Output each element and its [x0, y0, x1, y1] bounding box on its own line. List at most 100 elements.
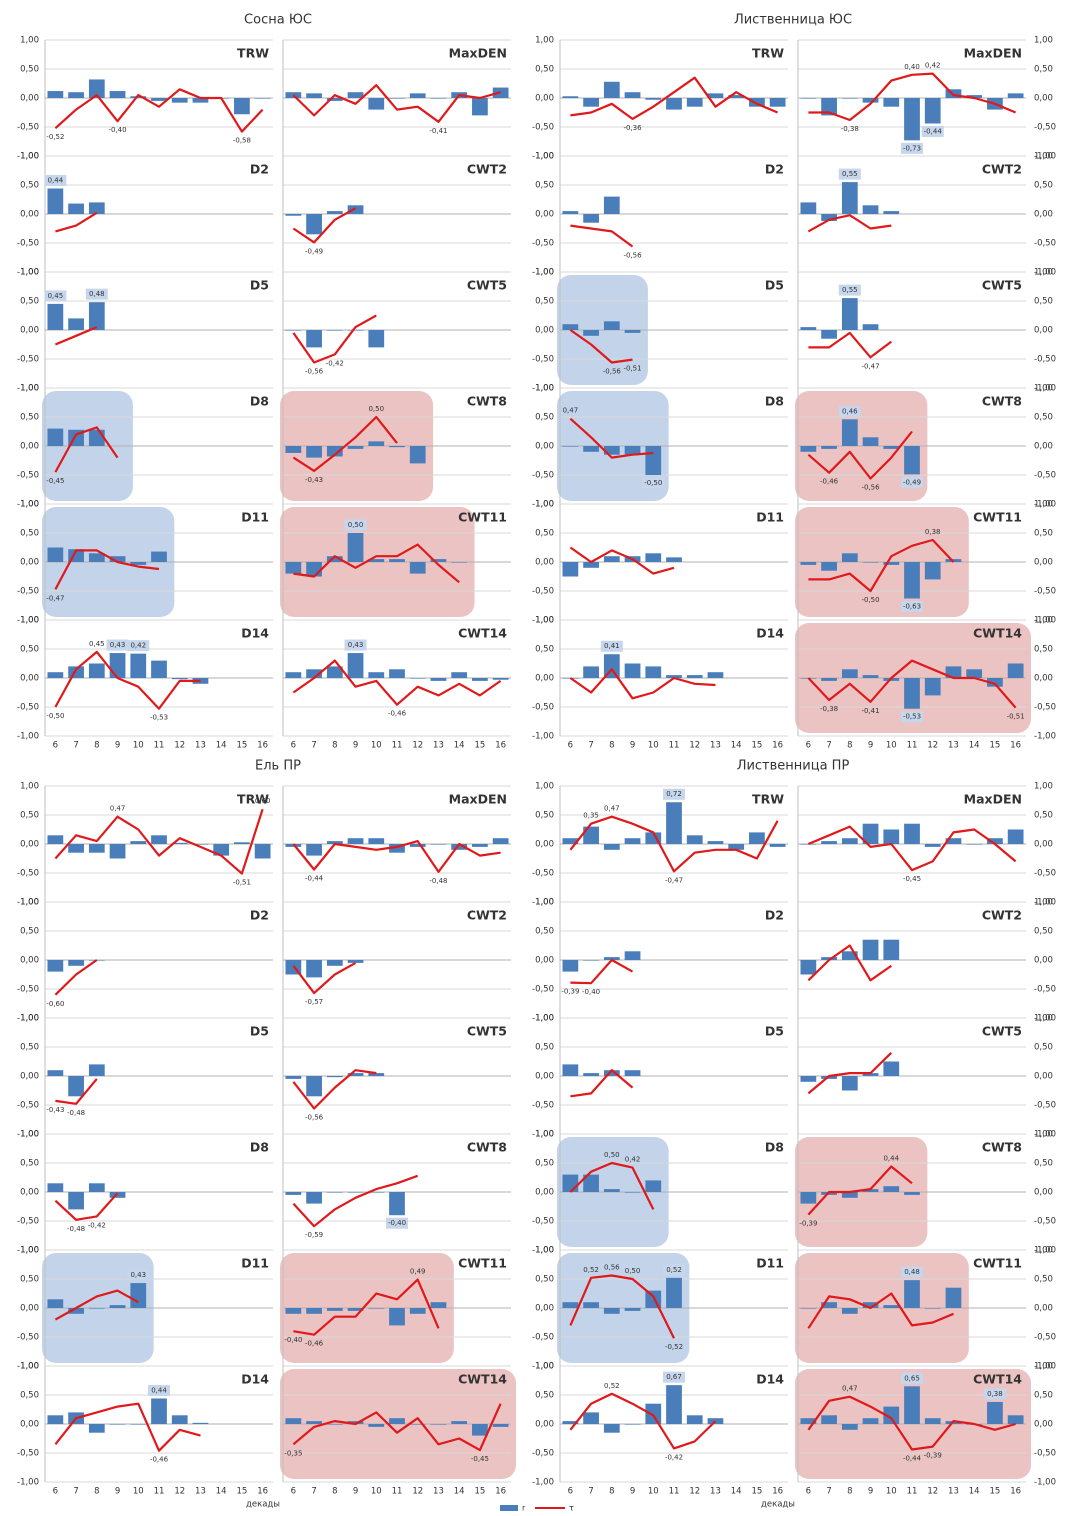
bar [769, 98, 786, 107]
bar [686, 1415, 703, 1424]
bar [666, 675, 682, 678]
bar [389, 1308, 405, 1326]
panel-label: CWT8 [467, 394, 507, 409]
y-tick-label: 1,00 [1034, 1362, 1053, 1372]
bar [306, 214, 322, 235]
bar [862, 675, 879, 678]
y-tick-label: 0,50 [535, 1275, 554, 1285]
x-tick-label: 10 [648, 1487, 659, 1497]
value-label: -0,44 [903, 1455, 922, 1463]
bar [821, 1302, 837, 1308]
bar [583, 1073, 599, 1076]
y-tick-label: 1,00 [535, 36, 554, 46]
bar [821, 1076, 837, 1079]
bar [862, 98, 879, 103]
y-tick-label: 0,00 [1034, 326, 1053, 336]
y-tick-label: 0,50 [20, 413, 39, 423]
bar [151, 660, 167, 678]
panel: CWT8 -0,39 0,44 [795, 1133, 1026, 1251]
value-label: -0,50 [644, 479, 662, 487]
line [807, 825, 1017, 872]
value-label: 0,38 [987, 1390, 1003, 1398]
panel-label: CWT11 [458, 1256, 507, 1271]
panel-label: D8 [765, 1140, 784, 1155]
group-title: Ель ПР [255, 759, 301, 774]
bar [409, 678, 426, 679]
bar [1007, 663, 1024, 678]
bar [821, 1415, 837, 1424]
bar [624, 663, 641, 678]
bar [583, 330, 599, 336]
value-label: 0,50 [348, 521, 364, 529]
y-tick-label: -1,00 [1034, 152, 1056, 162]
x-tick-label: 13 [195, 1487, 206, 1497]
x-tick-label: 15 [236, 1487, 247, 1497]
panel-label: CWT14 [458, 626, 507, 641]
label-box [983, 1388, 1006, 1400]
y-tick-label: 0,50 [535, 297, 554, 307]
bar [945, 1287, 962, 1308]
value-label: -0,38 [841, 125, 859, 133]
bar [749, 98, 765, 107]
x-tick-label: 8 [332, 741, 337, 751]
bar [583, 562, 599, 568]
line [808, 331, 892, 359]
bar [800, 1076, 817, 1082]
value-label: -0,39 [799, 1220, 817, 1228]
value-label: 0,41 [604, 642, 620, 650]
bar [306, 1421, 322, 1424]
x-tick-label: 9 [115, 741, 120, 751]
bar [666, 802, 682, 844]
panel: CWT8 -0,43 0,50 [280, 387, 511, 505]
line [569, 329, 633, 364]
y-tick-label: 1,00 [20, 1362, 39, 1372]
bar [800, 202, 817, 214]
bar [841, 1308, 858, 1314]
y-tick-label: -1,00 [532, 1014, 554, 1024]
bar [603, 196, 620, 214]
panel: TRW -0,36 [559, 39, 788, 157]
x-tick-label: 7 [73, 741, 78, 751]
x-tick-label: 13 [433, 1487, 444, 1497]
line [54, 1402, 201, 1452]
bar [347, 533, 364, 562]
x-tick-label: 7 [588, 1487, 593, 1497]
y-tick-label: 0,50 [535, 1159, 554, 1169]
bar [841, 553, 858, 562]
y-tick-label: 0,00 [20, 956, 39, 966]
y-tick-label: 1,00 [535, 268, 554, 278]
panel-label: D11 [241, 1256, 269, 1271]
y-tick-label: 0,00 [20, 558, 39, 568]
value-label: -0,48 [67, 1225, 85, 1233]
x-tick-label: 6 [568, 1487, 573, 1497]
bar [624, 1424, 641, 1425]
bar [151, 98, 167, 101]
y-tick-label: 1,00 [20, 1130, 39, 1140]
bar [171, 678, 188, 680]
bar [645, 1180, 662, 1192]
value-label: 0,42 [625, 1156, 641, 1164]
bar [883, 1305, 900, 1308]
y-tick-label: -1,00 [532, 384, 554, 394]
y-tick-label: -1,00 [17, 1246, 39, 1256]
x-tick-label: 10 [648, 741, 659, 751]
bar [389, 1192, 405, 1216]
bar [306, 960, 322, 978]
y-tick-label: -1,00 [1034, 1362, 1056, 1372]
y-tick-label: -1,00 [1034, 732, 1056, 742]
bar [562, 1421, 579, 1424]
value-label: -0,56 [603, 367, 622, 375]
bar [472, 678, 488, 681]
x-axis-title: декады [761, 1500, 795, 1510]
panel: CWT11 0,50 [280, 503, 511, 621]
panel-label: D14 [241, 626, 269, 641]
panel-label: CWT8 [982, 1140, 1022, 1155]
x-tick-label: 14 [216, 741, 227, 751]
value-label: -0,39 [561, 988, 579, 996]
bar [883, 211, 900, 214]
y-tick-label: 0,50 [535, 1043, 554, 1053]
bar [368, 672, 385, 678]
y-tick-label: 0,00 [535, 1072, 554, 1082]
y-tick-label: 0,00 [1034, 956, 1053, 966]
panel-label: D2 [765, 908, 784, 923]
